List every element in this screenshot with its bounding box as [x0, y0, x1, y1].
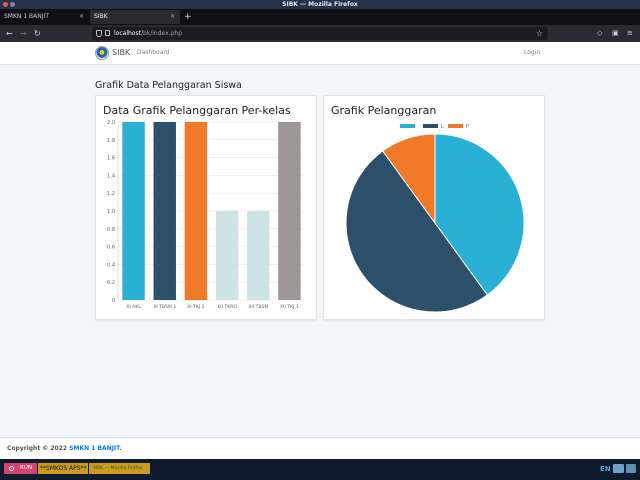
tab-bar: SMKN 1 BANJIT ✕ SIBK ✕ + — [0, 9, 640, 25]
brand[interactable]: SIBK — [112, 48, 131, 57]
volume-icon[interactable] — [626, 464, 636, 473]
taskbar-item-smkos[interactable]: **SMKOS APS** — [38, 463, 88, 474]
network-icon[interactable] — [613, 464, 624, 473]
url-bar[interactable]: localhost/bk/index.php ☆ — [92, 27, 548, 40]
footer: Copyright © 2022 SMKN 1 BANJIT. — [0, 437, 640, 459]
legend-swatch — [400, 124, 415, 128]
app-header: SIBK Dashboard Login — [0, 42, 640, 65]
y-tick-label: 1.4 — [107, 173, 115, 179]
y-tick-label: 0 — [112, 298, 115, 304]
power-icon — [9, 466, 14, 471]
legend-swatch — [448, 124, 463, 128]
y-tick-label: 0.4 — [107, 262, 115, 268]
nav-dashboard[interactable]: Dashboard — [137, 49, 170, 56]
forward-icon[interactable]: → — [20, 29, 27, 38]
footer-copyright: Copyright © 2022 — [7, 445, 70, 452]
pie-slice — [381, 133, 436, 225]
extensions-icon[interactable]: ▣ — [612, 29, 619, 37]
x-tick-label: XII TBSM — [248, 304, 268, 310]
y-tick-label: 1.0 — [107, 209, 115, 215]
y-tick-label: 1.6 — [107, 156, 115, 162]
pie-slice — [434, 133, 525, 296]
bar-chart: 0 0.2 0.4 0.6 0.8 1.0 1.2 1.4 1.6 1.8 2.0 XI AKL XI … — [107, 120, 305, 310]
browser-navbar: ← → ↻ localhost/bk/index.php ☆ ◇ ▣ ≡ — [0, 25, 640, 42]
x-tick-label: XI TBSM 1 — [153, 304, 176, 310]
bar — [215, 211, 239, 300]
x-tick-label: XI TKJ 2 — [187, 304, 205, 310]
bar — [122, 122, 145, 300]
footer-org-link[interactable]: SMKN 1 BANJIT — [69, 445, 120, 452]
legend-label: L — [441, 124, 444, 130]
x-tick-label: XI AKL — [126, 304, 141, 310]
bar — [278, 122, 301, 300]
bar-chart-title: Data Grafik Pelanggaran Per-kelas — [103, 104, 291, 117]
x-tick-label: XII TKRO — [217, 304, 237, 310]
y-tick-label: 0.6 — [107, 245, 115, 251]
legend-swatch — [423, 124, 438, 128]
back-icon[interactable]: ← — [6, 29, 13, 38]
url-host: localhost — [114, 30, 141, 37]
new-tab-icon[interactable]: + — [184, 12, 192, 22]
bar — [184, 122, 208, 300]
close-tab-icon[interactable]: ✕ — [78, 13, 84, 20]
tab-sibk[interactable]: SIBK ✕ — [90, 10, 180, 24]
x-tick-label: XII TKJ 1 — [280, 304, 299, 310]
y-tick-label: 1.8 — [107, 138, 115, 144]
reload-icon[interactable]: ↻ — [34, 29, 41, 38]
tab-label: SIBK — [94, 13, 108, 20]
close-tab-icon[interactable]: ✕ — [169, 13, 175, 20]
menu-icon[interactable]: ≡ — [627, 29, 633, 37]
y-tick-label: 0.8 — [107, 227, 115, 233]
page-title: Grafik Data Pelanggaran Siswa — [95, 80, 242, 91]
bar-chart-card: Data Grafik Pelanggaran Per-kelas 0 0.2 0.… — [95, 95, 317, 320]
star-icon[interactable]: ☆ — [535, 29, 543, 38]
y-tick-label: 1.2 — [107, 191, 115, 197]
taskbar-item-firefox[interactable]: SIBK — Mozilla Firefox — [89, 463, 150, 474]
window-minimize-icon[interactable] — [10, 2, 15, 7]
tab-smkn[interactable]: SMKN 1 BANJIT ✕ — [0, 10, 89, 24]
taskbar: RUN **SMKOS APS** SIBK — Mozilla Firefox… — [0, 459, 640, 480]
bar — [247, 211, 270, 300]
window-title: SIBK — Mozilla Firefox — [282, 1, 358, 8]
shield-icon[interactable] — [96, 30, 102, 37]
y-tick-label: 2.0 — [107, 120, 115, 126]
school-logo-icon[interactable] — [95, 46, 109, 60]
pie-chart-title: Grafik Pelanggaran — [331, 104, 437, 117]
window-close-icon[interactable] — [3, 2, 8, 7]
pocket-icon[interactable]: ◇ — [597, 29, 603, 37]
lock-icon[interactable] — [105, 30, 110, 36]
pie-slice — [345, 150, 489, 313]
legend-label: P — [466, 124, 469, 130]
keyboard-layout[interactable]: EN — [600, 465, 611, 473]
run-label: RUN — [20, 465, 32, 471]
tab-label: SMKN 1 BANJIT — [4, 13, 49, 20]
bar — [153, 122, 176, 300]
login-link[interactable]: Login — [524, 49, 541, 56]
y-tick-label: 0.2 — [107, 280, 115, 286]
footer-period: . — [119, 445, 122, 452]
url-path: /bk/index.php — [140, 30, 183, 37]
run-button[interactable]: RUN — [4, 463, 37, 474]
window-titlebar: SIBK — Mozilla Firefox — [0, 0, 640, 9]
